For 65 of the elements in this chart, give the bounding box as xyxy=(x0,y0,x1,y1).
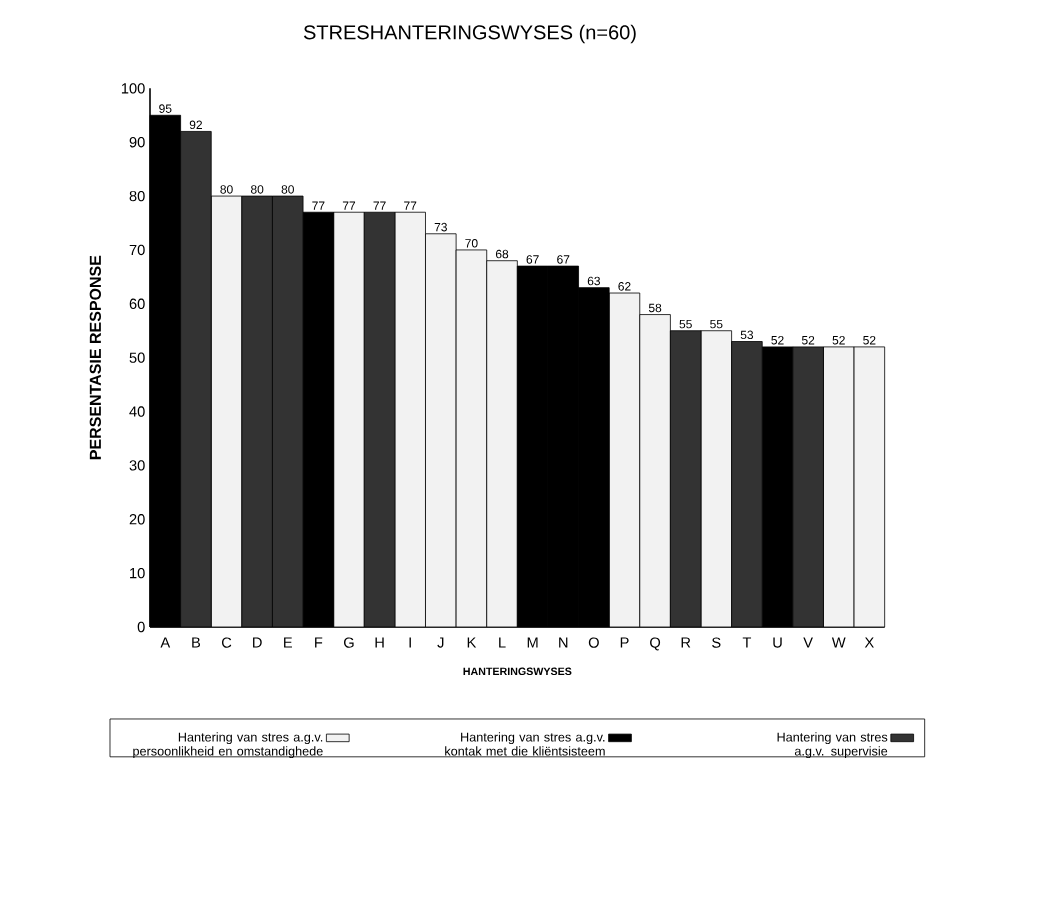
data-label: 52 xyxy=(863,335,876,345)
data-label: 67 xyxy=(557,255,570,264)
y-tick-label: 100 xyxy=(121,83,145,94)
data-label: 63 xyxy=(587,276,601,286)
x-axis-title: HANTERINGSWYSES xyxy=(463,667,572,676)
x-tick-label: H xyxy=(375,637,384,648)
data-label: 68 xyxy=(495,249,509,259)
x-tick-label: K xyxy=(467,637,477,648)
data-label: 67 xyxy=(526,255,539,264)
x-tick-label: V xyxy=(803,637,813,648)
x-tick-label: P xyxy=(620,637,629,648)
x-tick-label: T xyxy=(742,637,752,648)
data-label: 77 xyxy=(373,201,386,210)
x-tick-label: F xyxy=(315,637,323,648)
x-tick-label: M xyxy=(527,637,538,648)
data-label: 77 xyxy=(312,201,325,210)
data-label: 62 xyxy=(618,282,631,291)
chart-title: STRESHANTERINGSWYSES (n=60) xyxy=(303,24,636,44)
x-tick-label: W xyxy=(831,637,846,648)
legend-label: Hantering van stres a.g.v. supervisie xyxy=(777,732,888,759)
y-tick-label: 40 xyxy=(129,406,145,417)
x-tick-label: X xyxy=(864,637,874,648)
x-tick-label: D xyxy=(253,637,262,648)
data-label: 52 xyxy=(801,335,815,345)
x-tick-label: R xyxy=(681,637,691,648)
data-label: 53 xyxy=(740,330,754,340)
x-tick-label: Q xyxy=(650,637,661,651)
x-tick-label: G xyxy=(344,637,354,648)
data-label: 58 xyxy=(648,303,662,313)
x-tick-label: L xyxy=(499,637,506,648)
data-label: 80 xyxy=(220,185,233,194)
x-tick-label: E xyxy=(284,637,292,648)
data-label: 80 xyxy=(281,185,294,194)
x-tick-label: A xyxy=(160,637,171,648)
y-tick-label: 20 xyxy=(129,514,145,525)
y-tick-label: 30 xyxy=(129,460,145,471)
data-label: 55 xyxy=(710,319,723,329)
data-label: 55 xyxy=(679,319,692,329)
legend-label: Hantering van stres a.g.v. kontak met die kliëntsisteem xyxy=(445,732,605,756)
data-label: 95 xyxy=(159,104,172,113)
y-tick-label: 10 xyxy=(130,567,145,579)
x-tick-label: U xyxy=(773,637,782,648)
y-tick-label: 70 xyxy=(129,244,145,256)
data-label: 80 xyxy=(250,185,264,194)
y-axis-title: PERSENTASIE RESPONSE xyxy=(89,255,101,460)
data-label: 77 xyxy=(404,201,417,210)
x-tick-label: N xyxy=(559,637,568,648)
data-label: 70 xyxy=(465,239,478,248)
legend-label: Hantering van stres a.g.v. persoonlikheid en omstandighede xyxy=(133,732,323,759)
x-tick-label: O xyxy=(588,637,599,648)
data-label: 73 xyxy=(434,222,447,232)
data-label: 52 xyxy=(771,335,784,345)
data-label: 77 xyxy=(342,201,356,210)
x-tick-label: I xyxy=(409,637,411,648)
y-tick-label: 80 xyxy=(129,190,145,202)
data-label: 52 xyxy=(832,335,845,345)
y-tick-label: 90 xyxy=(129,137,145,148)
x-tick-label: C xyxy=(221,637,232,648)
y-tick-label: 0 xyxy=(137,621,145,633)
x-tick-label: J xyxy=(437,637,444,648)
x-tick-label: B xyxy=(192,637,201,648)
y-tick-label: 60 xyxy=(129,298,145,309)
x-tick-label: S xyxy=(712,637,721,648)
data-label: 92 xyxy=(189,120,202,130)
y-tick-label: 50 xyxy=(129,352,145,363)
